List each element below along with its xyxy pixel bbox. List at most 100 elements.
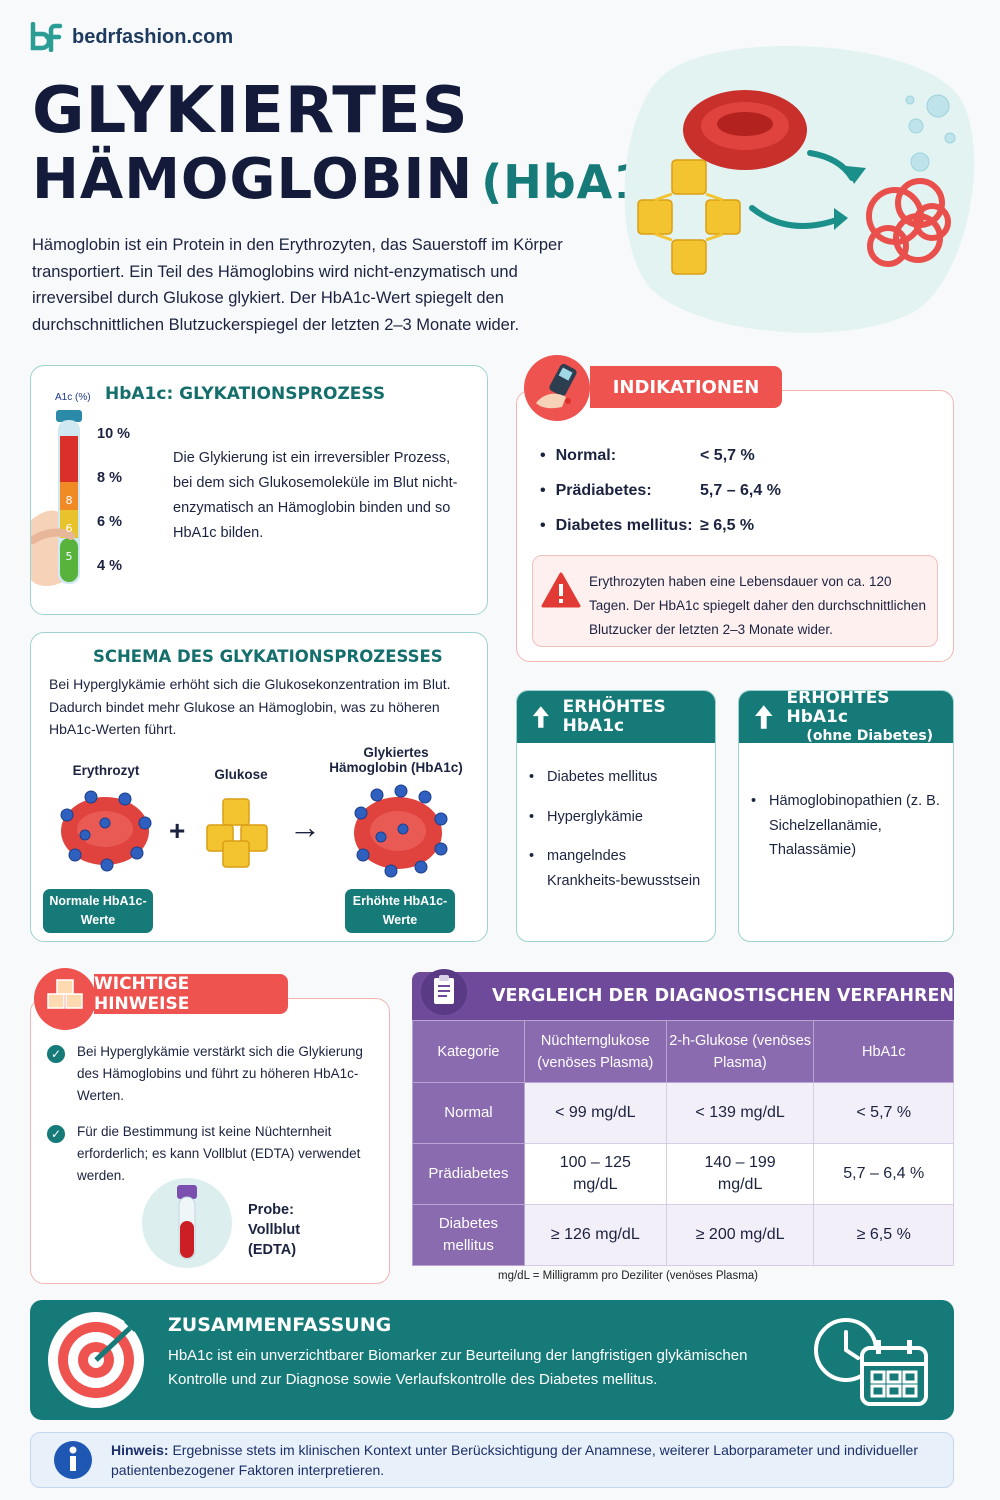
hint-item: ✓ Für die Bestimmung ist keine Nüchternh…: [47, 1121, 377, 1187]
table-footnote: mg/dL = Milligramm pro Deziliter (venöse…: [498, 1270, 758, 1282]
table-row: Prädiabetes 100 – 125 mg/dL 140 – 199 mg…: [412, 1143, 954, 1205]
indication-row: Normal:< 5,7 %: [540, 438, 781, 473]
check-icon: ✓: [47, 1125, 65, 1143]
table-cell: ≥ 6,5 %: [813, 1204, 954, 1266]
glycated-hemoglobin-icon: [354, 784, 448, 878]
table-cell: 100 – 125 mg/dL: [523, 1143, 667, 1205]
comparison-header: [412, 972, 954, 1020]
indication-row: Prädiabetes:5,7 – 6,4 %: [540, 473, 781, 508]
increased-heading: ERHÖHTES HbA1c: [562, 697, 666, 736]
glucometer-icon: [524, 355, 590, 421]
glycation-text: Die Glykierung ist ein irreversibler Pro…: [173, 450, 458, 541]
a1c-axis-label: A1c (%): [55, 392, 91, 403]
heading-text: ERHÖHTES HbA1c: [786, 690, 890, 727]
summary-heading: ZUSAMMENFASSUNG: [168, 1314, 392, 1336]
table-cell: 5,7 – 6,4 %: [813, 1143, 954, 1205]
tube-mark: 5: [66, 550, 73, 563]
comparison-heading: VERGLEICH DER DIAGNOSTISCHEN VERFAHREN: [492, 986, 955, 1006]
warning-icon: [541, 572, 581, 608]
arrow-icon: [807, 150, 855, 181]
sample-label: Probe: Vollblut (EDTA): [248, 1200, 300, 1260]
a1c-tick: 10 %: [97, 426, 131, 442]
a1c-tick: 4 %: [97, 558, 122, 574]
brand-name: bedrfashion.com: [72, 25, 234, 48]
a1c-tick: 6 %: [97, 514, 122, 530]
bubbles-icon: [905, 94, 956, 172]
brand[interactable]: bedrfashion.com: [30, 22, 233, 52]
glucose-icon: [206, 798, 268, 868]
indication-label: Normal:: [540, 447, 700, 465]
warning-text: Erythrozyten haben eine Lebensdauer von …: [589, 574, 926, 637]
table-cell: ≥ 200 mg/dL: [665, 1204, 815, 1266]
schema-text: Bei Hyperglykämie erhöht sich die Glukos…: [49, 676, 451, 737]
column-header: Nüchternglukose (venöses Plasma): [523, 1020, 667, 1083]
glycation-card: HbA1c: GLYKATIONSPROZESS A1c (%) 8 6 5 1…: [30, 365, 488, 615]
pill-normal-values: Normale HbA1c-Werte: [43, 889, 153, 933]
note-text: Hinweis: Ergebnisse stets im klinischen …: [111, 1440, 941, 1480]
increased-nodiab-list: Hämoglobinopathien (z. B. Sichelzellanäm…: [739, 743, 953, 863]
table-cell: Prädiabetes: [412, 1143, 525, 1205]
indication-value: < 5,7 %: [700, 446, 755, 464]
erythrocyte-icon: [60, 790, 152, 872]
list-item: Hyperglykämie: [529, 805, 703, 830]
indication-row: Diabetes mellitus:≥ 6,5 %: [540, 508, 781, 543]
list-item: Diabetes mellitus: [529, 765, 703, 790]
table-row: Diabetes mellitus ≥ 126 mg/dL ≥ 200 mg/d…: [412, 1204, 954, 1266]
label-glycated-line2: Hämoglobin (HbA1c): [329, 760, 463, 775]
increased-hba1c-no-diabetes-card: ERHÖHTES HbA1c(ohne Diabetes) Hämoglobin…: [738, 690, 954, 942]
hint-text: Für die Bestimmung ist keine Nüchternhei…: [77, 1124, 361, 1183]
title-word: HÄMOGLOBIN: [32, 147, 474, 213]
table-row: Normal < 99 mg/dL < 139 mg/dL < 5,7 %: [412, 1082, 954, 1144]
hint-text: Bei Hyperglykämie verstärkt sich die Gly…: [77, 1044, 363, 1103]
test-tube-hand-icon: 8 6 5: [31, 410, 82, 586]
lifespan-warning: Erythrozyten haben eine Lebensdauer von …: [532, 555, 938, 647]
tube-mark: 6: [66, 522, 73, 535]
increased-hba1c-card: ERHÖHTES HbA1c Diabetes mellitus Hypergl…: [516, 690, 716, 942]
sample-line3: (EDTA): [248, 1242, 297, 1258]
summary-banner: ZUSAMMENFASSUNG HbA1c ist ein unverzicht…: [30, 1300, 954, 1420]
hero-illustration: [624, 45, 975, 333]
page-title: GLYKIERTES HÄMOGLOBIN (HbA1c): [32, 74, 697, 213]
plus-sign: +: [169, 815, 186, 846]
list-item: Hämoglobinopathien (z. B. Sichelzellanäm…: [751, 789, 941, 863]
brand-logo-icon: [30, 22, 63, 52]
label-glucose: Glukose: [214, 767, 268, 782]
column-header: 2-h-Glukose (venöses Plasma): [665, 1020, 815, 1083]
note-label: Hinweis:: [111, 1442, 169, 1458]
clock-calendar-icon: [814, 1318, 928, 1406]
column-header: Kategorie: [412, 1020, 525, 1083]
list-item: mangelndes Krankheits-bewusstsein: [529, 844, 703, 893]
hint-item: ✓ Bei Hyperglykämie verstärkt sich die G…: [47, 1041, 377, 1107]
label-glycated-hemoglobin: Glykiertes Hämoglobin (HbA1c): [321, 745, 471, 775]
hints-card: ✓ Bei Hyperglykämie verstärkt sich die G…: [30, 998, 390, 1284]
sample-line1: Probe:: [248, 1202, 294, 1218]
table-cell: 140 – 199 mg/dL: [665, 1143, 815, 1205]
clipboard-icon: [421, 969, 467, 1015]
indication-value: 5,7 – 6,4 %: [700, 481, 781, 499]
check-icon: ✓: [47, 1045, 65, 1063]
indication-label: Prädiabetes:: [540, 482, 700, 500]
indication-label: Diabetes mellitus:: [540, 517, 700, 535]
arrow-sign: →: [289, 809, 321, 845]
table-cell: < 139 mg/dL: [665, 1082, 815, 1144]
schema-heading: SCHEMA DES GLYKATIONSPROZESSES: [93, 647, 443, 666]
table-cell: < 99 mg/dL: [523, 1082, 667, 1144]
glycated-hemoglobin-icon: [866, 178, 951, 267]
label-erythrocyte: Erythrozyt: [72, 763, 140, 778]
sample-line2: Vollblut: [248, 1222, 301, 1238]
tube-mark: 8: [66, 494, 73, 507]
table-cell: Normal: [412, 1082, 525, 1144]
table-cell: Diabetes mellitus: [412, 1204, 525, 1266]
note-body: Ergebnisse stets im klinischen Kontext u…: [111, 1442, 918, 1478]
indications-heading: INDIKATIONEN: [590, 366, 782, 408]
schema-card: SCHEMA DES GLYKATIONSPROZESSES Bei Hyper…: [30, 632, 488, 942]
info-note: Hinweis: Ergebnisse stets im klinischen …: [30, 1432, 954, 1488]
info-icon: [54, 1441, 92, 1479]
label-glycated-line1: Glykiertes: [363, 745, 429, 760]
title-line1: GLYKIERTES: [32, 74, 469, 148]
column-header: HbA1c: [813, 1020, 954, 1083]
glucose-cubes-icon: [637, 159, 741, 275]
target-icon: [48, 1312, 144, 1408]
arrow-up-icon: [754, 705, 773, 729]
table-cell: < 5,7 %: [813, 1082, 954, 1144]
